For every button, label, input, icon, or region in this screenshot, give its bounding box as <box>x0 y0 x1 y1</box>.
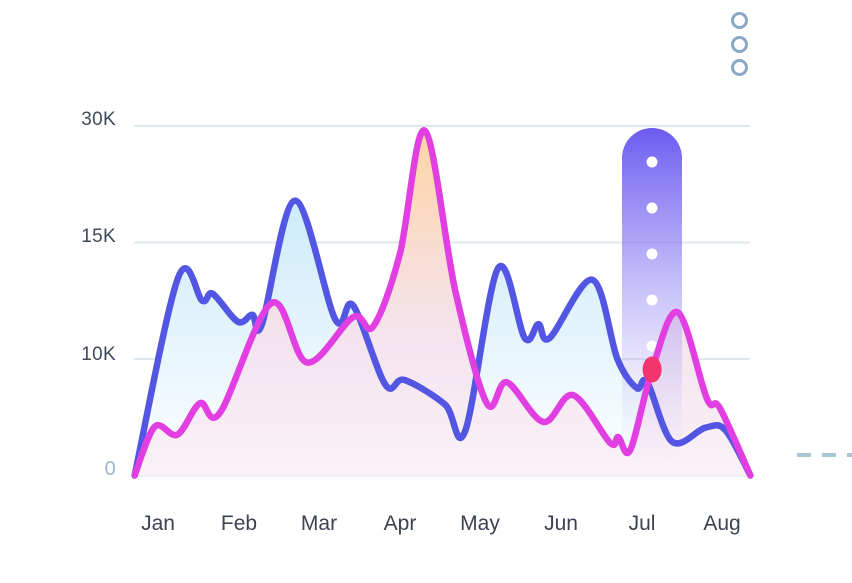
circle-dot-icon <box>730 12 748 29</box>
series-blue-line <box>131 197 754 479</box>
circle-dot-icon <box>730 35 748 53</box>
dashed-line-decoration <box>797 453 852 457</box>
x-label-may: May <box>460 512 500 535</box>
x-label-jul: Jul <box>628 512 656 535</box>
y-tick-30k: 30K <box>81 109 116 130</box>
y-tick-0: 0 <box>104 458 116 480</box>
pill-dot-icon <box>646 340 658 352</box>
x-label-apr: Apr <box>383 512 417 535</box>
more-options-button[interactable] <box>728 12 750 83</box>
x-label-feb: Feb <box>220 512 258 535</box>
y-tick-10k: 10K <box>81 344 116 365</box>
highlight-pill <box>622 128 682 468</box>
x-label-jan: Jan <box>141 512 175 535</box>
x-label-mar: Mar <box>300 512 338 535</box>
pill-dot-icon <box>646 248 658 260</box>
pill-dot-icon <box>646 294 658 306</box>
series-magenta-area <box>134 130 751 476</box>
pill-dots <box>646 156 658 352</box>
pill-dot-icon <box>646 156 658 168</box>
circle-dot-icon <box>730 59 748 76</box>
x-label-aug: Aug <box>703 512 741 535</box>
pill-dot-icon <box>646 202 658 214</box>
highlight-marker-dot <box>642 356 662 383</box>
x-label-jun: Jun <box>544 512 578 535</box>
y-tick-15k: 15K <box>81 226 116 247</box>
